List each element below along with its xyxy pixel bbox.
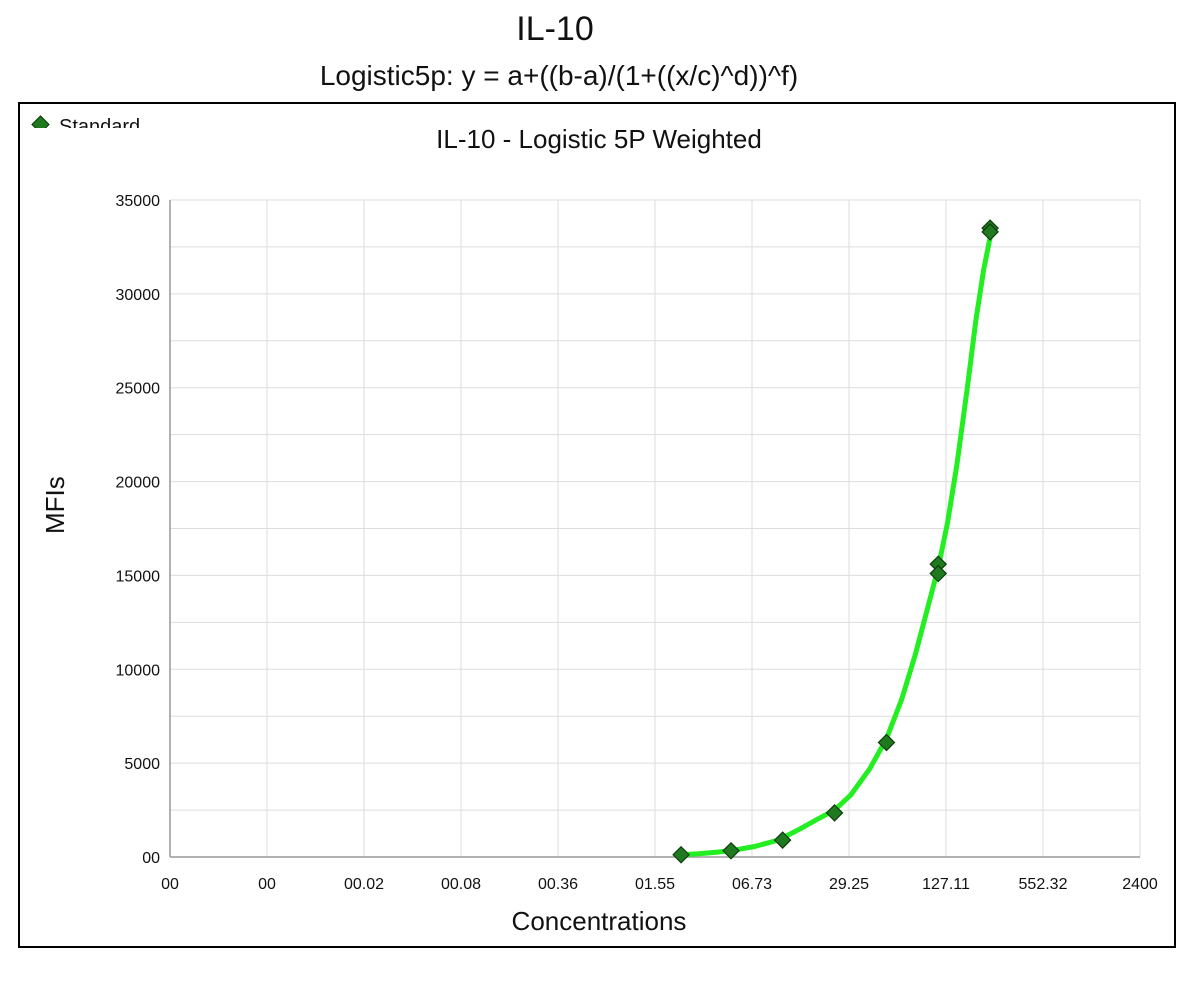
chart-title: IL-10 - Logistic 5P Weighted: [436, 124, 762, 154]
data-point-standard: [929, 564, 948, 583]
y-tick-label: 20000: [116, 475, 161, 492]
legend: Standard: [28, 112, 140, 128]
fit-curve-line: [678, 235, 993, 858]
x-tick-label: 00.08: [441, 876, 481, 893]
x-tick-label: 2400: [1122, 876, 1158, 893]
y-tick-label: 5000: [124, 756, 160, 773]
x-tick-label: 01.55: [635, 876, 675, 893]
y-tick-label: 25000: [116, 381, 161, 398]
axes: [169, 200, 1140, 858]
legend-entry-standard: Standard: [59, 116, 141, 128]
x-tick-label: 00.36: [538, 876, 578, 893]
y-tick-label: 10000: [116, 662, 161, 679]
y-tick-label: 30000: [116, 287, 161, 304]
data-point-standard: [773, 831, 792, 849]
x-tick-label: 06.73: [732, 876, 772, 893]
data-points: [672, 219, 999, 864]
x-tick-label: 00: [258, 876, 276, 893]
fit-curve-layer: [678, 235, 993, 858]
x-tick-label: 29.25: [829, 876, 869, 893]
report-title: IL-10: [516, 10, 594, 48]
y-tick-label: 35000: [116, 193, 161, 210]
x-tick-label: 552.32: [1019, 876, 1068, 893]
y-tick-label: 00: [142, 850, 160, 867]
chart-frame: 00 5000 10000 15000 20000 25000 30000 35000 00 00…: [18, 102, 1176, 948]
x-axis-label: Concentrations: [511, 906, 687, 936]
grid: [169, 199, 1141, 858]
y-tick-label: 15000: [116, 568, 161, 585]
x-tick-label: 127.11: [922, 876, 970, 893]
data-point-standard: [672, 845, 690, 864]
data-point-standard: [825, 804, 844, 822]
y-axis-label: MFIs: [40, 476, 70, 534]
data-point-standard: [981, 223, 999, 241]
x-tick-label: 00.02: [344, 876, 384, 893]
data-point-standard: [877, 733, 896, 752]
data-point-standard: [722, 841, 740, 860]
x-tick-label: 00: [161, 876, 179, 893]
formula-subtitle: Logistic5p: y = a+((b-a)/(1+((x/c)^d))^f…: [319, 60, 799, 91]
